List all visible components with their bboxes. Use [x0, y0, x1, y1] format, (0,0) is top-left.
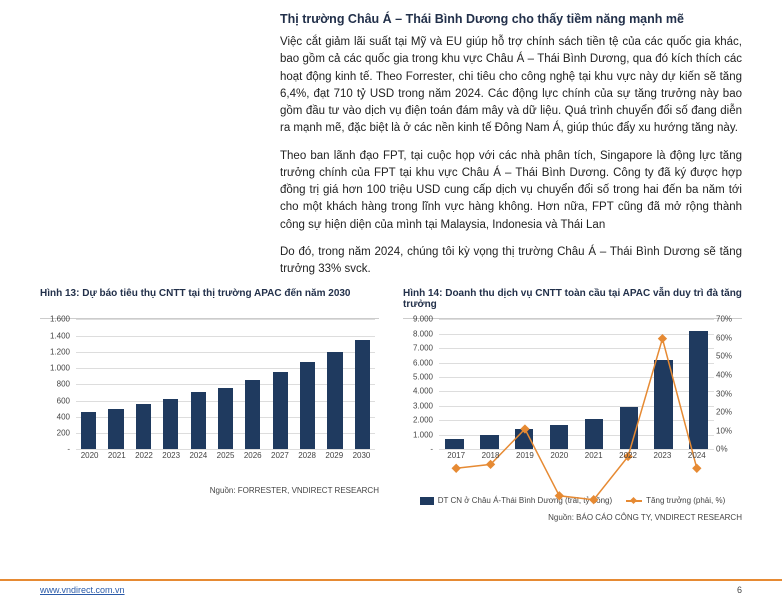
y-axis-label: 400	[57, 412, 70, 421]
chart-13: Hình 13: Dự báo tiêu thụ CNTT tại thị tr…	[40, 288, 379, 522]
bar	[480, 435, 499, 449]
y2-axis-label: 0%	[716, 445, 728, 454]
y-axis-label: 6.000	[413, 358, 433, 367]
legend-label: Tăng trưởng (phải, %)	[646, 496, 725, 505]
y-axis-label: 1.600	[50, 315, 70, 324]
y-axis-label: 1.000	[50, 364, 70, 373]
chart-title: Hình 13: Dự báo tiêu thụ CNTT tại thị tr…	[40, 288, 379, 312]
x-axis-label: 2022	[130, 451, 157, 460]
x-axis-label: 2023	[158, 451, 185, 460]
bar	[300, 362, 315, 449]
x-axis-label: 2018	[473, 451, 507, 460]
bar	[218, 388, 233, 450]
line-marker	[452, 464, 461, 473]
legend-box-icon	[420, 497, 434, 505]
legend-label: DT CN ở Châu Á-Thái Bình Dương (trái, tỷ…	[438, 496, 612, 505]
y2-axis-label: 50%	[716, 352, 732, 361]
bar	[689, 331, 708, 449]
paragraph: Việc cắt giảm lãi suất tại Mỹ và EU giúp…	[280, 34, 742, 138]
x-axis-label: 2021	[103, 451, 130, 460]
y-axis-label: 5.000	[413, 373, 433, 382]
section-title: Thị trường Châu Á – Thái Bình Dương cho …	[280, 12, 742, 26]
bar	[245, 380, 260, 449]
x-axis-label: 2027	[266, 451, 293, 460]
x-axis-label: 2019	[508, 451, 542, 460]
paragraph: Do đó, trong năm 2024, chúng tôi kỳ vọng…	[280, 244, 742, 279]
y2-axis-label: 30%	[716, 389, 732, 398]
x-axis-label: 2024	[185, 451, 212, 460]
bar	[273, 372, 288, 449]
x-axis-label: 2023	[645, 451, 679, 460]
bar	[327, 352, 342, 450]
y2-axis-label: 20%	[716, 408, 732, 417]
y-axis-label: 8.000	[413, 329, 433, 338]
y-axis-label: 1.400	[50, 331, 70, 340]
bar	[108, 409, 123, 450]
y-axis-label: 3.000	[413, 401, 433, 410]
footer-link[interactable]: www.vndirect.com.vn	[40, 585, 125, 595]
y-axis-label: -	[430, 445, 433, 454]
y-axis-label: 800	[57, 380, 70, 389]
y2-axis-label: 60%	[716, 333, 732, 342]
paragraph: Theo ban lãnh đạo FPT, tại cuộc họp với …	[280, 148, 742, 234]
legend-line-icon	[626, 500, 642, 502]
y-axis-label: 2.000	[413, 416, 433, 425]
y-axis-label: 9.000	[413, 315, 433, 324]
y2-axis-label: 70%	[716, 315, 732, 324]
bar	[191, 392, 206, 449]
bar	[163, 399, 178, 449]
y2-axis-label: 10%	[716, 426, 732, 435]
y-axis-label: 1.000	[413, 430, 433, 439]
y-axis-label: 600	[57, 396, 70, 405]
bar	[550, 425, 569, 450]
bar	[620, 407, 639, 449]
x-axis-label: 2021	[577, 451, 611, 460]
y-axis-label: 1.200	[50, 347, 70, 356]
x-axis-label: 2022	[611, 451, 645, 460]
y-axis-label: 200	[57, 429, 70, 438]
bar	[515, 429, 534, 449]
y-axis-label: 4.000	[413, 387, 433, 396]
bar	[585, 419, 604, 449]
bar	[355, 340, 370, 450]
line-marker	[692, 464, 701, 473]
y2-axis-label: 40%	[716, 370, 732, 379]
x-axis-label: 2020	[542, 451, 576, 460]
chart-title: Hình 14: Doanh thu dịch vụ CNTT toàn cầu…	[403, 288, 742, 312]
bar	[81, 412, 96, 449]
x-axis-label: 2025	[212, 451, 239, 460]
chart-source: Nguồn: BÁO CÁO CÔNG TY, VNDIRECT RESEARC…	[403, 513, 742, 522]
x-axis-label: 2029	[321, 451, 348, 460]
bar	[445, 439, 464, 450]
bar	[136, 404, 151, 450]
y-axis-label: -	[67, 445, 70, 454]
x-axis-label: 2026	[239, 451, 266, 460]
y-axis-label: 7.000	[413, 344, 433, 353]
x-axis-label: 2024	[680, 451, 714, 460]
x-axis-label: 2020	[76, 451, 103, 460]
chart-legend: DT CN ở Châu Á-Thái Bình Dương (trái, tỷ…	[403, 496, 742, 505]
line-marker	[486, 460, 495, 469]
x-axis-label: 2028	[294, 451, 321, 460]
page-number: 6	[737, 585, 742, 595]
x-axis-label: 2030	[348, 451, 375, 460]
chart-source: Nguồn: FORRESTER, VNDIRECT RESEARCH	[40, 486, 379, 495]
x-axis-label: 2017	[439, 451, 473, 460]
bar	[654, 360, 673, 450]
chart-14: Hình 14: Doanh thu dịch vụ CNTT toàn cầu…	[403, 288, 742, 522]
footer: www.vndirect.com.vn 6	[0, 579, 782, 595]
